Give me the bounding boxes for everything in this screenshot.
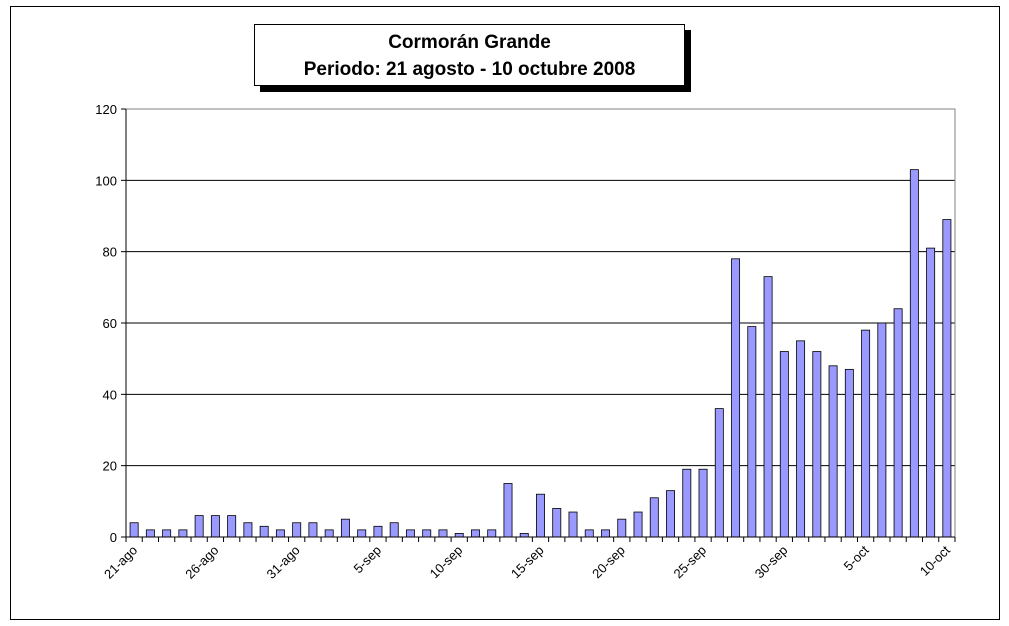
bar [389, 522, 399, 538]
bar [308, 522, 318, 538]
bar [405, 529, 415, 538]
bar [438, 529, 448, 538]
bar [942, 219, 952, 538]
bar [471, 529, 480, 538]
y-tick-label: 40 [103, 387, 117, 402]
x-tick-label: 20-sep [589, 543, 628, 582]
bar [259, 525, 269, 538]
x-tick-label: 21-ago [101, 543, 140, 582]
bar [243, 522, 253, 538]
bar [877, 322, 887, 538]
bar [292, 522, 302, 538]
x-tick-label: 26-ago [182, 543, 221, 582]
bar [194, 515, 204, 538]
y-tick-label: 120 [95, 102, 117, 117]
bar [536, 493, 545, 538]
x-tick-label: 10-sep [427, 543, 466, 582]
bar [145, 529, 155, 538]
bar [584, 529, 594, 538]
bar [552, 508, 562, 538]
bar [422, 529, 432, 538]
y-tick-label: 80 [103, 245, 117, 260]
bar [178, 529, 188, 538]
bar [828, 365, 838, 538]
bar [162, 529, 172, 538]
x-tick-label: 5-oct [841, 542, 872, 573]
bar [812, 351, 822, 538]
y-tick-label: 0 [110, 530, 117, 545]
bar [227, 515, 237, 538]
bar [617, 518, 627, 538]
bar [666, 490, 676, 538]
bar [926, 247, 936, 538]
y-tick-label: 20 [103, 459, 117, 474]
bar [844, 368, 854, 538]
bar [129, 522, 139, 538]
chart-title: Cormorán Grande [388, 32, 551, 53]
bar [763, 276, 773, 538]
bar [731, 258, 741, 538]
bar [487, 529, 497, 538]
bar [601, 529, 610, 538]
chart-subtitle: Periodo: 21 agosto - 10 octubre 2008 [303, 59, 636, 80]
chart-frame [10, 6, 1000, 620]
x-tick-label: 30-sep [752, 543, 791, 582]
y-tick-label: 100 [95, 173, 117, 188]
bar [340, 518, 350, 538]
bar [633, 511, 643, 538]
bar [698, 468, 708, 538]
bar [714, 408, 724, 538]
bar [861, 329, 871, 538]
bar [779, 351, 789, 538]
bar [357, 529, 367, 538]
bar [275, 529, 285, 538]
bar [649, 497, 659, 538]
bar [454, 533, 464, 538]
x-tick-label: 31-ago [264, 543, 303, 582]
bar [796, 340, 806, 538]
y-tick-label: 60 [103, 316, 117, 331]
bar [909, 169, 919, 538]
x-tick-label: 15-sep [508, 543, 547, 582]
bar [568, 511, 578, 538]
chart-title-box: Cormorán Grande Periodo: 21 agosto - 10 … [254, 24, 685, 86]
bar [519, 533, 529, 538]
bar [893, 308, 903, 538]
bar [210, 515, 220, 538]
x-tick-label: 10-oct [917, 542, 953, 578]
bar [682, 468, 692, 538]
x-tick-label: 25-sep [670, 543, 709, 582]
bar [373, 525, 383, 538]
bar [747, 326, 757, 538]
bar [503, 483, 513, 538]
x-tick-label: 5-sep [350, 543, 384, 577]
bar [324, 529, 334, 538]
